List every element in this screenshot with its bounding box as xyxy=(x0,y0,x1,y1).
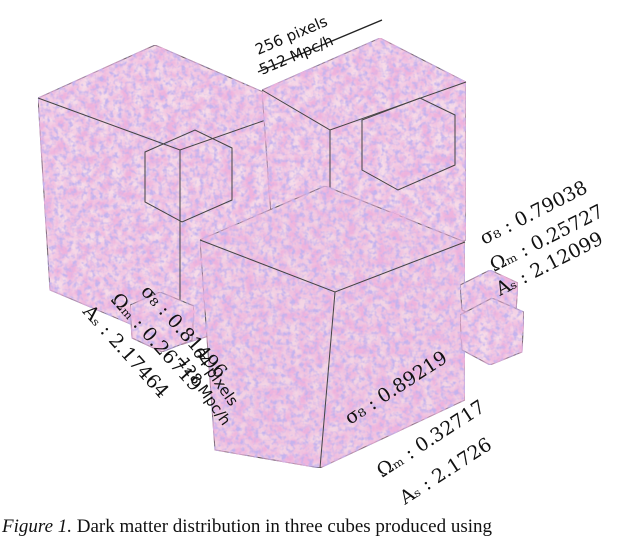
caption-text: Dark matter distribution in three cubes … xyxy=(77,516,493,537)
caption: Figure 1. Dark matter distribution in th… xyxy=(1,516,493,537)
caption-label: Figure 1. xyxy=(1,516,72,537)
scale-bar xyxy=(257,19,383,73)
cube-front xyxy=(199,185,466,469)
small-cubes xyxy=(129,269,525,366)
